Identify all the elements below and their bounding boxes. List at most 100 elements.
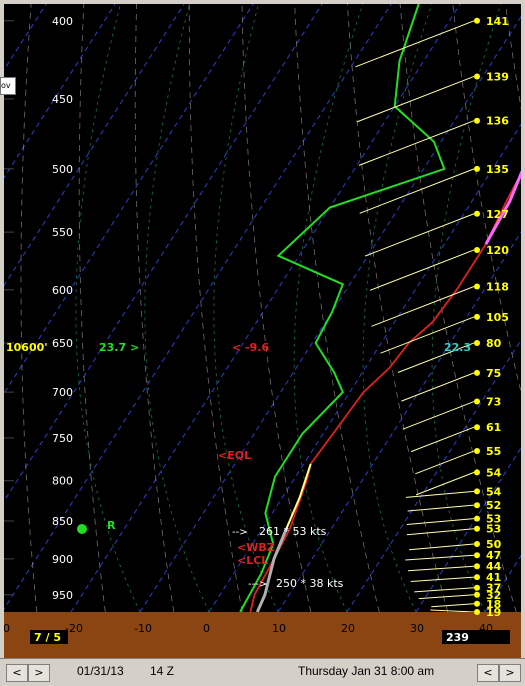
wind-profile-line [431,603,475,608]
wind-arrow-2: ---> [248,579,267,590]
wind-profile-line [405,490,475,498]
wind-speed-label: 73 [486,396,501,409]
wind-profile-line [397,342,475,373]
wind-profile-line [380,316,475,354]
wind-speed-label: 135 [486,163,509,176]
wind-profile-line [407,504,475,512]
corner-right-label: 239 [446,631,469,644]
wind-speed-label: 136 [486,115,509,128]
wind-profile-line [356,75,475,123]
wind-speed-dot [474,584,480,591]
wind-speed-dot [474,73,480,80]
surface-marker-dot [77,524,87,534]
wind-profile-line [414,587,475,593]
pressure-tick-label: 400 [52,15,73,28]
wind-speed-dot [474,313,480,320]
temperature-value-label: < -9.6 [232,341,269,354]
wind-speed-label: 54 [486,466,502,479]
valid-time: Thursday Jan 31 8:00 am [298,664,435,678]
pressure-tick-label: 450 [52,93,73,106]
dewpoint-line [239,3,446,613]
wind-speed-label: 61 [486,421,501,434]
temperature-line [249,164,525,613]
pressure-tick-label: 900 [52,553,73,566]
wbz-label: <WBZ [237,541,275,554]
wind-speed-dot [474,552,480,559]
wind-profile-line [359,168,475,214]
run-date: 01/31/13 [77,664,124,678]
wind-speed-label: 52 [486,499,501,512]
ground-strip [4,612,521,658]
wind-profile-line [409,543,475,551]
wind-speed-label: 47 [486,549,501,562]
dry-adiabat-line [20,3,38,613]
temperature-tick-label: -20 [65,622,83,635]
wind-speed-label: 50 [486,538,502,551]
prev-page-button[interactable]: < [477,664,499,682]
wind-profile-line [415,471,475,496]
pressure-tick-label: 750 [52,432,73,445]
wind-speed-dot [474,369,480,376]
isotherm-line [1,3,392,613]
wind-speed-dot [474,563,480,570]
dewpoint-value-label: 23.7 > [99,341,139,354]
wind-speed-dot [474,247,480,253]
dry-adiabat-line [294,3,380,613]
dry-adiabat-line [241,3,312,613]
run-time: 14 Z [150,664,175,678]
next-page-button[interactable]: > [499,664,521,682]
wind-speed-label: 105 [486,311,509,324]
dry-adiabat-line [188,4,243,613]
wind-speed-label: 141 [486,15,509,28]
wind-speed-label: 80 [486,337,502,350]
pressure-tick-label: 500 [52,163,73,176]
wind-speed-dot [474,283,480,290]
dry-adiabat-line [78,3,106,613]
wind-profile-line [406,528,475,536]
wind-profile-line [430,609,475,613]
wind-profile-line [401,372,475,402]
wind-speed-label: 32 [486,589,501,602]
wind-speed-label: 127 [486,208,509,221]
wind-speed-dot [474,600,480,607]
corner-right-box [442,630,510,644]
moist-adiabat-line [431,3,502,613]
wind-speed-label: 53 [486,523,501,536]
moist-adiabat-line [362,3,433,613]
prev-button[interactable]: < [6,664,28,682]
wind-speed-dot [474,502,480,509]
pressure-tick-label: 850 [52,515,73,528]
moist-adiabat-lines [75,3,502,613]
wind-profile-line [405,554,475,561]
moist-adiabat-line [293,3,364,613]
wind-speed-label: 118 [486,281,509,294]
wind-label-1: 261 * 53 kts [259,525,327,538]
wind-speed-label: 44 [486,560,502,573]
next-button[interactable]: > [28,664,50,682]
dry-adiabat-line [134,3,175,613]
dry-adiabat-line [399,3,517,613]
wind-speed-labels: 1411391361351271201181058075736155545452… [474,15,509,619]
wind-speed-label: 41 [486,571,501,584]
wind-speed-dot [474,17,480,24]
wind-speed-dot [474,424,480,431]
wind-speed-label: 120 [486,244,509,257]
temperature-tick-label: 30 [4,622,10,635]
wind-speed-label: 53 [486,513,501,526]
wind-profile-line [355,20,475,68]
wind-speed-label: 55 [486,445,501,458]
temperature-tick-label: 0 [203,622,210,635]
status-bar: < > 01/31/13 14 Z Thursday Jan 31 8:00 a… [0,658,525,686]
wind-speed-dot [474,541,480,547]
wind-profile-line [371,286,475,327]
wind-speed-dot [474,165,480,172]
wind-profile-line [410,426,475,453]
wind-profile-line [407,565,475,572]
dry-adiabat-line [505,3,525,133]
wind-profile-line [410,576,475,582]
side-tab[interactable]: ov [0,77,16,95]
